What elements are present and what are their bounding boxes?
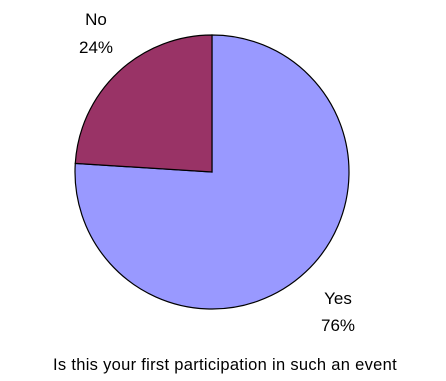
chart-title: Is this your first participation in such… (53, 356, 397, 374)
slice-label-yes: Yes (324, 289, 352, 308)
slice-labels: No 24% Yes 76% (79, 10, 355, 335)
pie-slice-yes (74, 34, 350, 310)
pie-slices (74, 34, 350, 310)
slice-label-no: No (85, 10, 107, 29)
pie-slice-no (74, 34, 213, 173)
slice-value-no: 24% (79, 38, 113, 57)
slice-value-yes: 76% (321, 316, 355, 335)
